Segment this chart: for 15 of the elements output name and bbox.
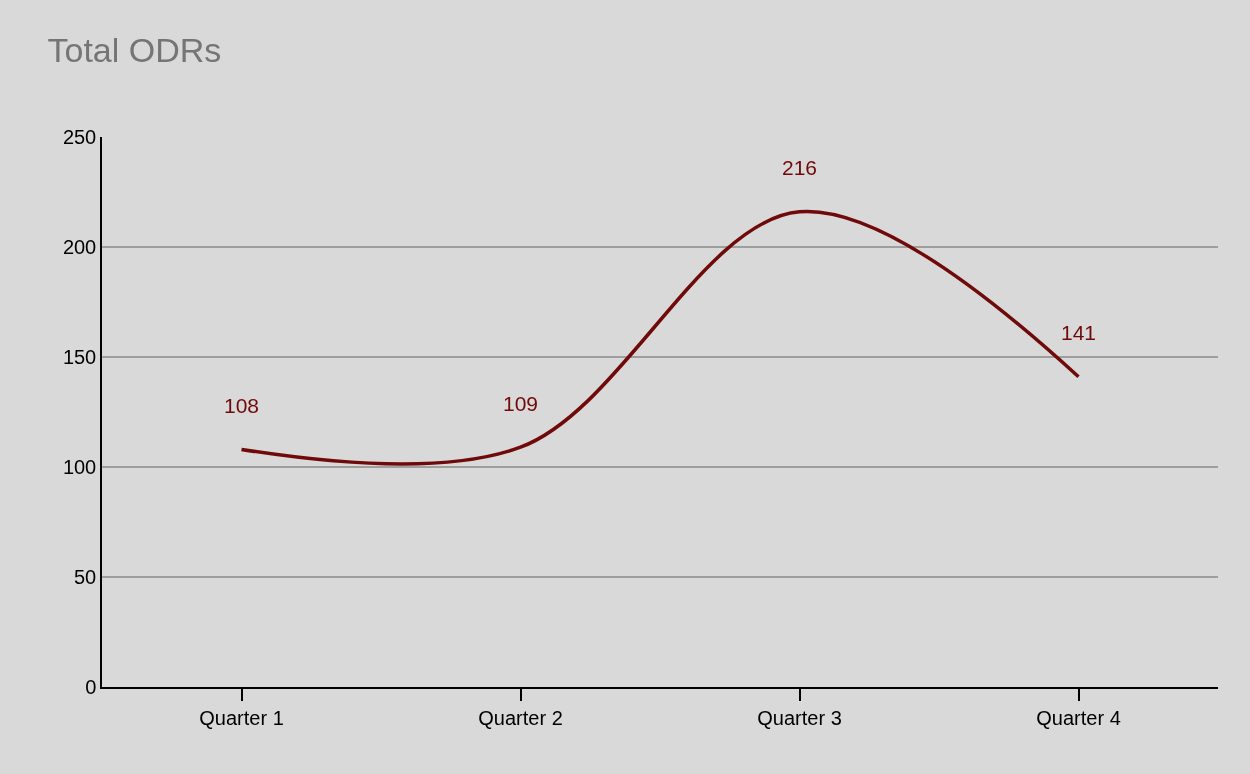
x-tick-label: Quarter 3 [757, 706, 842, 729]
data-label: 109 [503, 392, 539, 415]
y-tick-label: 150 [62, 346, 97, 368]
data-label: 141 [1061, 321, 1097, 344]
x-tick-label: Quarter 1 [199, 706, 284, 729]
y-tick-label: 0 [85, 676, 97, 698]
y-tick-label: 100 [62, 456, 97, 478]
x-tick-label: Quarter 4 [1036, 706, 1121, 729]
y-tick-label: 200 [62, 236, 97, 258]
data-label: 108 [224, 394, 260, 417]
x-tick-label: Quarter 2 [478, 706, 563, 729]
chart-title: Total ODRs [47, 31, 222, 70]
y-tick-label: 50 [74, 566, 97, 588]
data-label: 216 [782, 156, 818, 179]
y-tick-label: 250 [62, 126, 97, 148]
